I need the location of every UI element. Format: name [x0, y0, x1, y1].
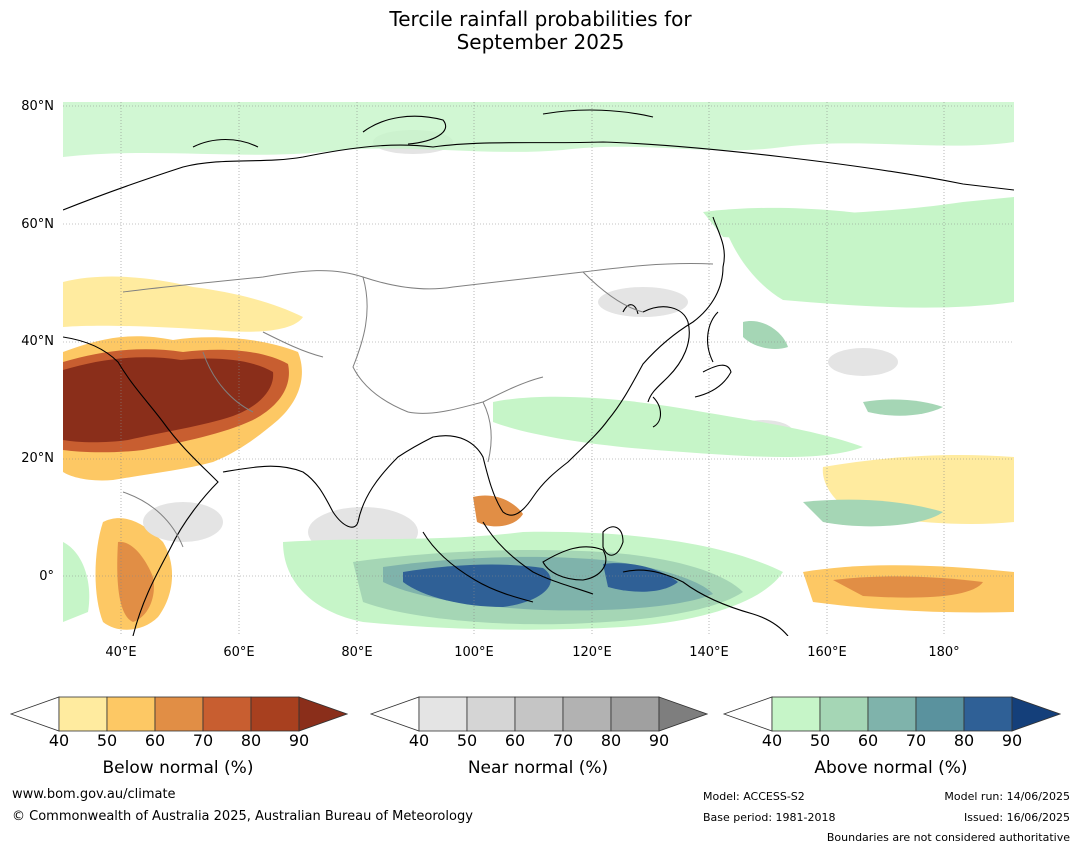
below-normal-legend: 40 50 60 70 80 90 Below normal (%) [8, 696, 349, 786]
lat-label-80n: 80°N [21, 99, 54, 114]
below-normal-label: Below normal (%) [102, 758, 254, 778]
lat-label-60n: 60°N [21, 217, 54, 232]
colorbar-tick: 40 [408, 731, 430, 750]
map-canvas [63, 102, 1014, 636]
colorbar-swatches [369, 696, 709, 732]
colorbar-tick: 90 [288, 731, 310, 750]
colorbar-tick: 60 [504, 731, 526, 750]
above-normal-label: Above normal (%) [814, 758, 968, 778]
colorbar-tick: 40 [48, 731, 70, 750]
website-link[interactable]: www.bom.gov.au/climate [12, 787, 176, 802]
colorbar-swatches [9, 696, 349, 732]
colorbar-tick: 70 [552, 731, 574, 750]
lon-label-40e: 40°E [105, 645, 137, 660]
below-normal-colorbar [9, 696, 349, 732]
colorbar-tick: 50 [809, 731, 831, 750]
graticule [63, 102, 1014, 636]
above-normal-colorbar [722, 696, 1062, 732]
rainfall-probability-map [63, 102, 1014, 636]
colorbar-tick: 40 [761, 731, 783, 750]
lat-label-20n: 20°N [21, 451, 54, 466]
colorbar-tick: 60 [857, 731, 879, 750]
colorbar-tick: 70 [192, 731, 214, 750]
colorbar-tick: 50 [456, 731, 478, 750]
colorbar-swatches [722, 696, 1062, 732]
lon-label-180: 180° [928, 645, 960, 660]
near-normal-label: Near normal (%) [467, 758, 609, 778]
colorbar-tick: 90 [648, 731, 670, 750]
lon-label-160e: 160°E [807, 645, 847, 660]
copyright-text: © Commonwealth of Australia 2025, Austra… [12, 809, 473, 824]
colorbar-tick: 60 [144, 731, 166, 750]
lon-label-140e: 140°E [689, 645, 729, 660]
country-boundaries [122, 263, 714, 548]
coastlines [63, 109, 1014, 636]
lat-label-0: 0° [39, 569, 54, 584]
lon-label-100e: 100°E [454, 645, 494, 660]
near-normal-colorbar [369, 696, 709, 732]
above-normal-legend: 40 50 60 70 80 90 Above normal (%) [721, 696, 1062, 786]
lon-label-120e: 120°E [572, 645, 612, 660]
lon-label-60e: 60°E [223, 645, 255, 660]
near-normal-legend: 40 50 60 70 80 90 Near normal (%) [368, 696, 709, 786]
title-line-1: Tercile rainfall probabilities for [389, 7, 692, 31]
colorbar-tick: 80 [240, 731, 262, 750]
title-line-2: September 2025 [456, 30, 625, 54]
model-run-date: Model run: 14/06/2025 [944, 790, 1070, 803]
base-period: Base period: 1981-2018 [703, 811, 836, 824]
colorbar-tick: 50 [96, 731, 118, 750]
colorbar-tick: 80 [600, 731, 622, 750]
lon-label-80e: 80°E [341, 645, 373, 660]
colorbar-tick: 80 [953, 731, 975, 750]
model-name: Model: ACCESS-S2 [703, 790, 805, 803]
boundaries-disclaimer: Boundaries are not considered authoritat… [826, 831, 1070, 844]
issued-date: Issued: 16/06/2025 [963, 811, 1070, 824]
lat-label-40n: 40°N [21, 334, 54, 349]
map-title: Tercile rainfall probabilities for Septe… [0, 8, 1081, 54]
colorbar-tick: 70 [905, 731, 927, 750]
colorbar-tick: 90 [1001, 731, 1023, 750]
